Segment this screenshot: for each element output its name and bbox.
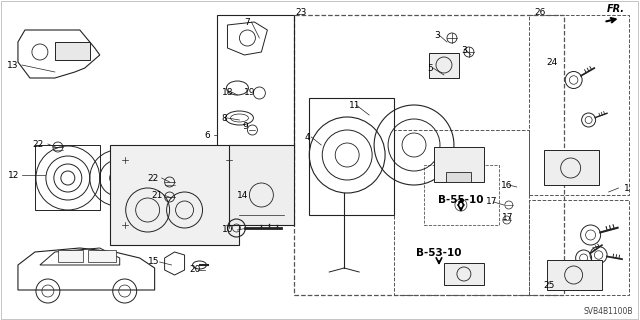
Text: 10: 10 bbox=[221, 226, 233, 235]
Bar bbox=[294, 15, 564, 295]
Text: 17: 17 bbox=[486, 197, 497, 206]
Bar bbox=[429, 53, 459, 78]
Text: 3: 3 bbox=[461, 45, 467, 54]
Text: B-53-10: B-53-10 bbox=[416, 248, 461, 258]
Text: B-55-10: B-55-10 bbox=[438, 195, 484, 205]
Text: 20: 20 bbox=[189, 266, 201, 275]
Text: 13: 13 bbox=[7, 60, 19, 69]
Text: 22: 22 bbox=[148, 173, 159, 182]
Bar bbox=[529, 15, 628, 195]
Text: FR.: FR. bbox=[607, 4, 625, 14]
Text: 16: 16 bbox=[501, 180, 513, 189]
Text: SVB4B1100B: SVB4B1100B bbox=[584, 308, 634, 316]
Bar bbox=[58, 250, 83, 262]
Bar bbox=[424, 165, 499, 225]
Bar bbox=[35, 145, 100, 210]
Bar bbox=[544, 150, 598, 185]
Bar bbox=[230, 145, 294, 225]
Bar bbox=[394, 130, 529, 295]
Bar bbox=[434, 147, 484, 182]
Bar bbox=[446, 172, 471, 182]
Text: 24: 24 bbox=[547, 58, 558, 67]
Bar bbox=[55, 42, 90, 60]
Text: 7: 7 bbox=[244, 18, 250, 27]
Text: 5: 5 bbox=[427, 63, 433, 73]
Text: 23: 23 bbox=[295, 7, 307, 17]
Bar bbox=[529, 200, 628, 295]
Text: 1: 1 bbox=[623, 183, 629, 193]
Text: 22: 22 bbox=[32, 140, 43, 148]
Text: 6: 6 bbox=[205, 131, 211, 140]
Bar bbox=[218, 15, 294, 160]
Text: 9: 9 bbox=[243, 122, 248, 131]
Text: 14: 14 bbox=[237, 190, 249, 199]
Bar bbox=[109, 145, 239, 245]
Bar bbox=[88, 250, 116, 262]
Bar bbox=[547, 260, 602, 290]
Text: 17: 17 bbox=[502, 213, 513, 222]
Text: 19: 19 bbox=[244, 87, 256, 97]
Text: 21: 21 bbox=[152, 190, 163, 199]
Text: 15: 15 bbox=[148, 258, 159, 267]
Bar bbox=[444, 263, 484, 285]
Text: 11: 11 bbox=[349, 100, 361, 109]
Text: 4: 4 bbox=[304, 132, 310, 141]
Text: 25: 25 bbox=[544, 281, 555, 290]
Text: 8: 8 bbox=[221, 114, 227, 123]
Text: 12: 12 bbox=[8, 171, 19, 180]
Text: 26: 26 bbox=[535, 7, 546, 17]
Text: 18: 18 bbox=[221, 87, 233, 97]
Text: 3: 3 bbox=[434, 30, 440, 39]
